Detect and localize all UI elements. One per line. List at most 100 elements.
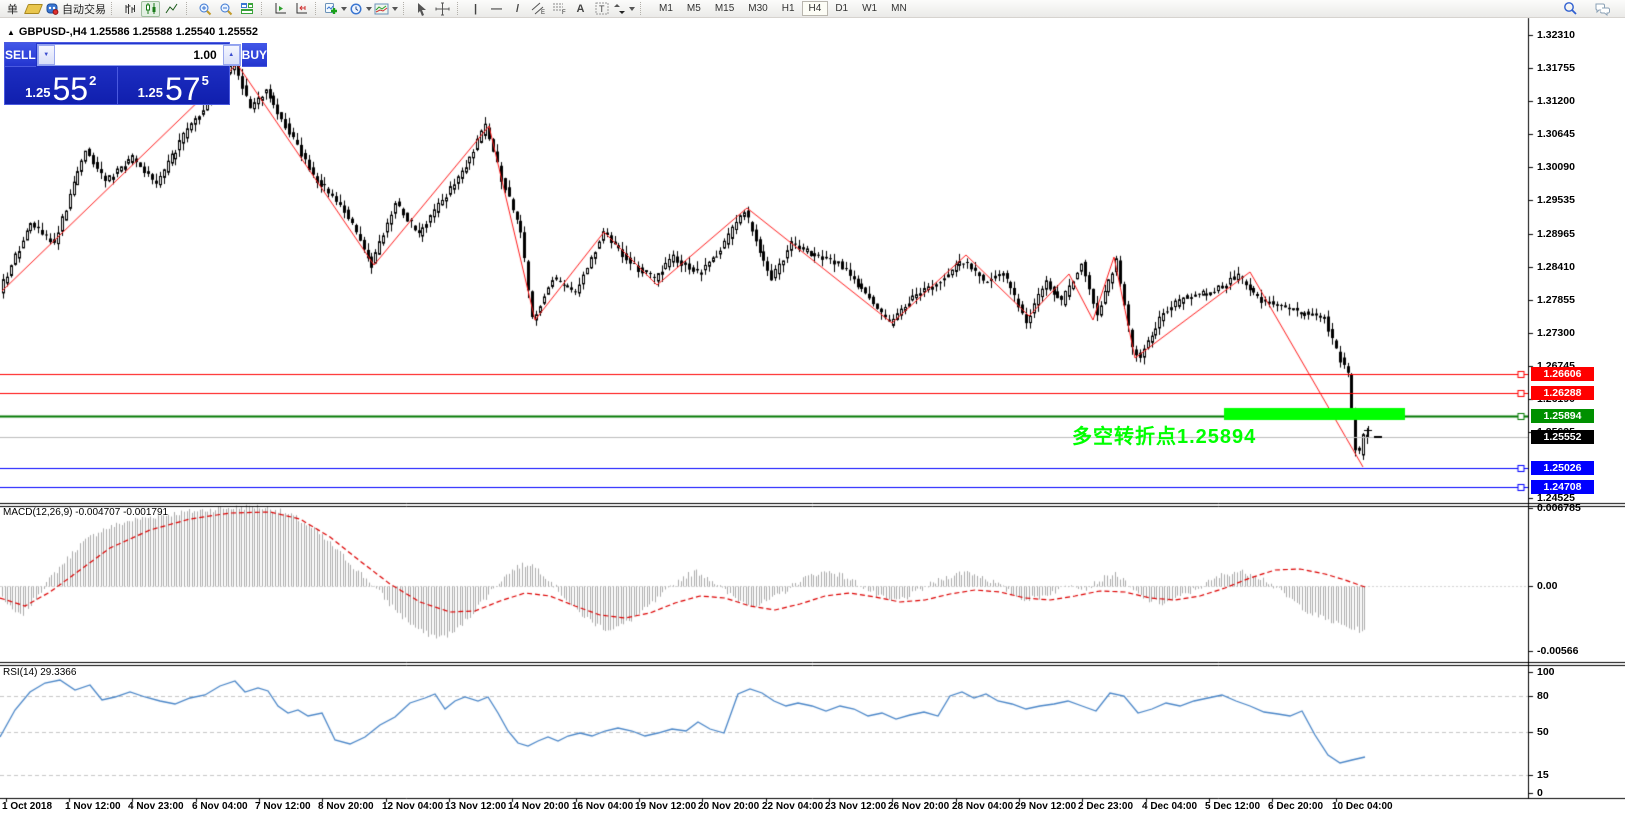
price-tick-label: 1.28965 <box>1537 228 1575 240</box>
price-tick-label: 1.29535 <box>1537 194 1575 206</box>
horizontal-line-button[interactable]: — <box>491 2 502 15</box>
price-flag: 1.24708 <box>1531 480 1594 494</box>
price-tick-label: 1.31755 <box>1537 62 1575 74</box>
arrows-button[interactable] <box>613 1 635 17</box>
chart-shift-button[interactable] <box>270 1 289 17</box>
timeframe-button[interactable]: M5 <box>686 3 701 14</box>
cursor-icon <box>418 2 426 16</box>
chart-autoscroll-button[interactable] <box>291 1 310 17</box>
sell-button[interactable]: SELL <box>5 43 36 67</box>
line-chart-button[interactable] <box>162 1 181 17</box>
date-tick-label: 7 Nov 12:00 <box>255 801 311 812</box>
robot-icon <box>46 3 59 15</box>
timeframe-button[interactable]: MN <box>891 3 907 14</box>
periods-button[interactable] <box>349 1 372 17</box>
rsi-tick-label: 100 <box>1537 666 1555 678</box>
date-tick-label: 22 Nov 04:00 <box>762 801 824 812</box>
macd-label: MACD(12,26,9) -0.004707 -0.001791 <box>3 507 169 518</box>
timeframe-button[interactable]: H4 <box>801 1 829 16</box>
templates-icon <box>374 3 389 14</box>
eraser-icon <box>23 3 44 14</box>
date-tick-label: 6 Dec 20:00 <box>1268 801 1324 812</box>
macd-tick-label: 0.006785 <box>1537 502 1581 514</box>
templates-button[interactable] <box>374 1 398 17</box>
clock-icon <box>350 3 362 14</box>
price-tick-label: 1.31200 <box>1537 95 1575 107</box>
crosshair-button[interactable] <box>433 1 452 17</box>
timeframe-button[interactable]: M30 <box>748 3 768 14</box>
timeframe-button[interactable]: H1 <box>781 3 795 14</box>
vertical-line-button[interactable]: | <box>473 2 478 15</box>
buy-price[interactable]: 1.25 57 5 <box>118 67 230 105</box>
toolbar-right <box>1563 1 1623 16</box>
timeframe-button[interactable]: D1 <box>835 3 849 14</box>
chat-icon[interactable] <box>1594 2 1611 16</box>
arrows-icon <box>614 3 625 14</box>
chart-title: ▲ GBPUSD-,H4 1.25586 1.25588 1.25540 1.25… <box>7 26 258 38</box>
highlight-button[interactable] <box>23 1 44 17</box>
buy-button[interactable]: BUY <box>241 43 268 67</box>
date-tick-label: 2 Dec 23:00 <box>1078 801 1134 812</box>
price-flag: 1.26288 <box>1531 386 1594 400</box>
dropdown-caret-icon[interactable] <box>392 6 398 11</box>
svg-text:F: F <box>562 10 566 15</box>
collapse-marker-icon[interactable]: ▲ <box>7 28 15 37</box>
timeframe-button[interactable]: W1 <box>862 3 878 14</box>
price-tick-label: 1.27855 <box>1537 294 1575 306</box>
timeframe-button[interactable]: M1 <box>659 3 673 14</box>
price-tick-label: 1.30090 <box>1537 161 1575 173</box>
sell-price[interactable]: 1.25 55 2 <box>5 67 118 105</box>
auto-trading-label: 自动交易 <box>62 3 106 16</box>
add-indicator-icon <box>325 3 337 14</box>
macd-tick-label: 0.00 <box>1537 580 1558 592</box>
new-order-button[interactable]: 单 <box>7 3 18 16</box>
rsi-tick-label: 50 <box>1537 726 1549 738</box>
buy-price-big: 57 <box>164 71 201 107</box>
dropdown-caret-icon[interactable] <box>341 6 347 11</box>
volume-input[interactable] <box>54 45 223 65</box>
tile-windows-button[interactable] <box>237 1 256 17</box>
bar-chart-icon <box>125 4 135 14</box>
volume-up-button[interactable]: ▲ <box>222 45 240 65</box>
text-button[interactable]: A <box>576 2 585 15</box>
date-tick-label: 1 Oct 2018 <box>2 801 53 812</box>
fibonacci-button[interactable]: F <box>550 1 569 17</box>
cursor-button[interactable] <box>412 1 431 17</box>
dropdown-caret-icon[interactable] <box>366 6 372 11</box>
svg-text:T: T <box>599 4 605 14</box>
trendline-button[interactable]: / <box>515 2 520 15</box>
candlestick-chart-button[interactable] <box>141 0 160 17</box>
timeframe-button[interactable]: M15 <box>714 3 735 14</box>
date-tick-label: 5 Dec 12:00 <box>1205 801 1261 812</box>
toolbar-separator <box>640 2 644 15</box>
toolbar-separator <box>315 2 319 15</box>
date-tick-label: 8 Nov 20:00 <box>318 801 374 812</box>
search-icon[interactable] <box>1563 1 1578 16</box>
price-tick-label: 1.24525 <box>1537 492 1575 504</box>
date-tick-label: 12 Nov 04:00 <box>382 801 444 812</box>
volume-stepper: ▼ ▲ <box>36 44 241 66</box>
date-tick-label: 1 Nov 12:00 <box>65 801 121 812</box>
price-flag: 1.26606 <box>1531 367 1594 381</box>
date-tick-label: 23 Nov 12:00 <box>825 801 887 812</box>
add-indicator-button[interactable] <box>324 1 347 17</box>
zoom-out-button[interactable] <box>216 1 235 17</box>
dropdown-caret-icon[interactable] <box>629 6 635 11</box>
sell-price-sup: 2 <box>89 73 97 88</box>
rsi-tick-label: 80 <box>1537 690 1549 702</box>
text-label-icon: T <box>595 2 608 15</box>
date-tick-label: 4 Nov 23:00 <box>128 801 184 812</box>
price-flag: 1.25552 <box>1531 430 1594 444</box>
volume-down-button[interactable]: ▼ <box>37 45 55 65</box>
tile-windows-icon <box>240 3 253 14</box>
auto-trading-button[interactable]: 自动交易 <box>45 1 106 17</box>
crosshair-icon <box>435 2 450 15</box>
equidistant-channel-button[interactable]: E <box>529 1 548 17</box>
zoom-in-button[interactable] <box>195 1 214 17</box>
text-label-button[interactable]: T <box>592 1 611 17</box>
chart-autoscroll-icon <box>296 3 307 14</box>
one-click-trading-panel: SELL ▼ ▲ BUY 1.25 55 2 1.25 57 5 <box>4 42 268 105</box>
price-flag: 1.25894 <box>1531 409 1594 423</box>
bar-chart-button[interactable] <box>120 1 139 17</box>
